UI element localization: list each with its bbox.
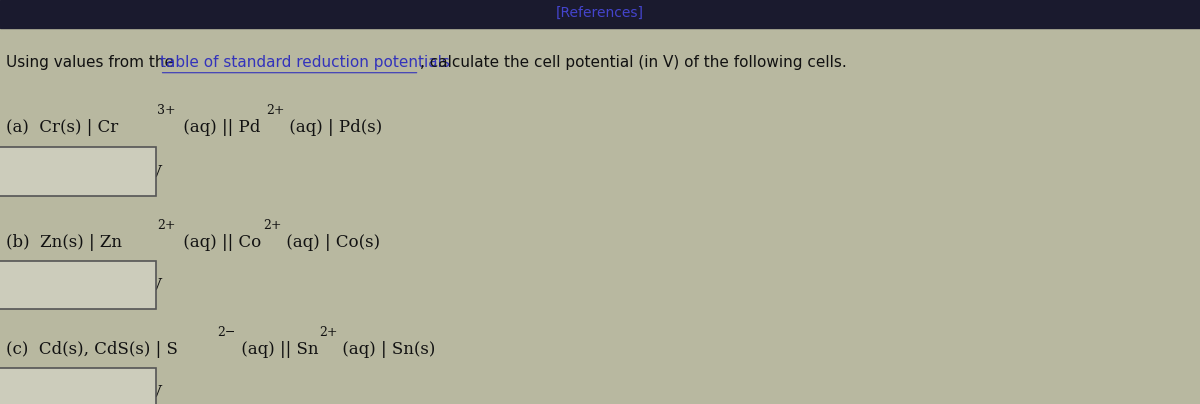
Text: (aq) || Sn: (aq) || Sn	[236, 341, 319, 358]
Text: (aq) || Co: (aq) || Co	[178, 234, 260, 251]
Text: 2+: 2+	[266, 104, 284, 117]
Text: V: V	[149, 277, 161, 294]
Text: 2−: 2−	[217, 326, 235, 339]
Text: (c)  Cd(s), CdS(s) | S: (c) Cd(s), CdS(s) | S	[6, 341, 178, 358]
Text: (aq) || Pd: (aq) || Pd	[178, 119, 260, 136]
Text: 3+: 3+	[157, 104, 176, 117]
Text: (aq) | Sn(s): (aq) | Sn(s)	[337, 341, 436, 358]
Text: (b)  Zn(s) | Zn: (b) Zn(s) | Zn	[6, 234, 122, 251]
Text: [References]: [References]	[556, 6, 644, 20]
Text: table of standard reduction potentials: table of standard reduction potentials	[160, 55, 450, 70]
Text: (a)  Cr(s) | Cr: (a) Cr(s) | Cr	[6, 119, 119, 136]
Text: Using values from the: Using values from the	[6, 55, 179, 70]
Text: (aq) | Pd(s): (aq) | Pd(s)	[284, 119, 383, 136]
Text: 2+: 2+	[263, 219, 281, 232]
Text: V: V	[149, 384, 161, 401]
Text: , calculate the cell potential (in V) of the following cells.: , calculate the cell potential (in V) of…	[420, 55, 846, 70]
Text: 2+: 2+	[319, 326, 337, 339]
Text: (aq) | Co(s): (aq) | Co(s)	[281, 234, 380, 251]
Text: V: V	[149, 164, 161, 181]
Text: 2+: 2+	[157, 219, 175, 232]
